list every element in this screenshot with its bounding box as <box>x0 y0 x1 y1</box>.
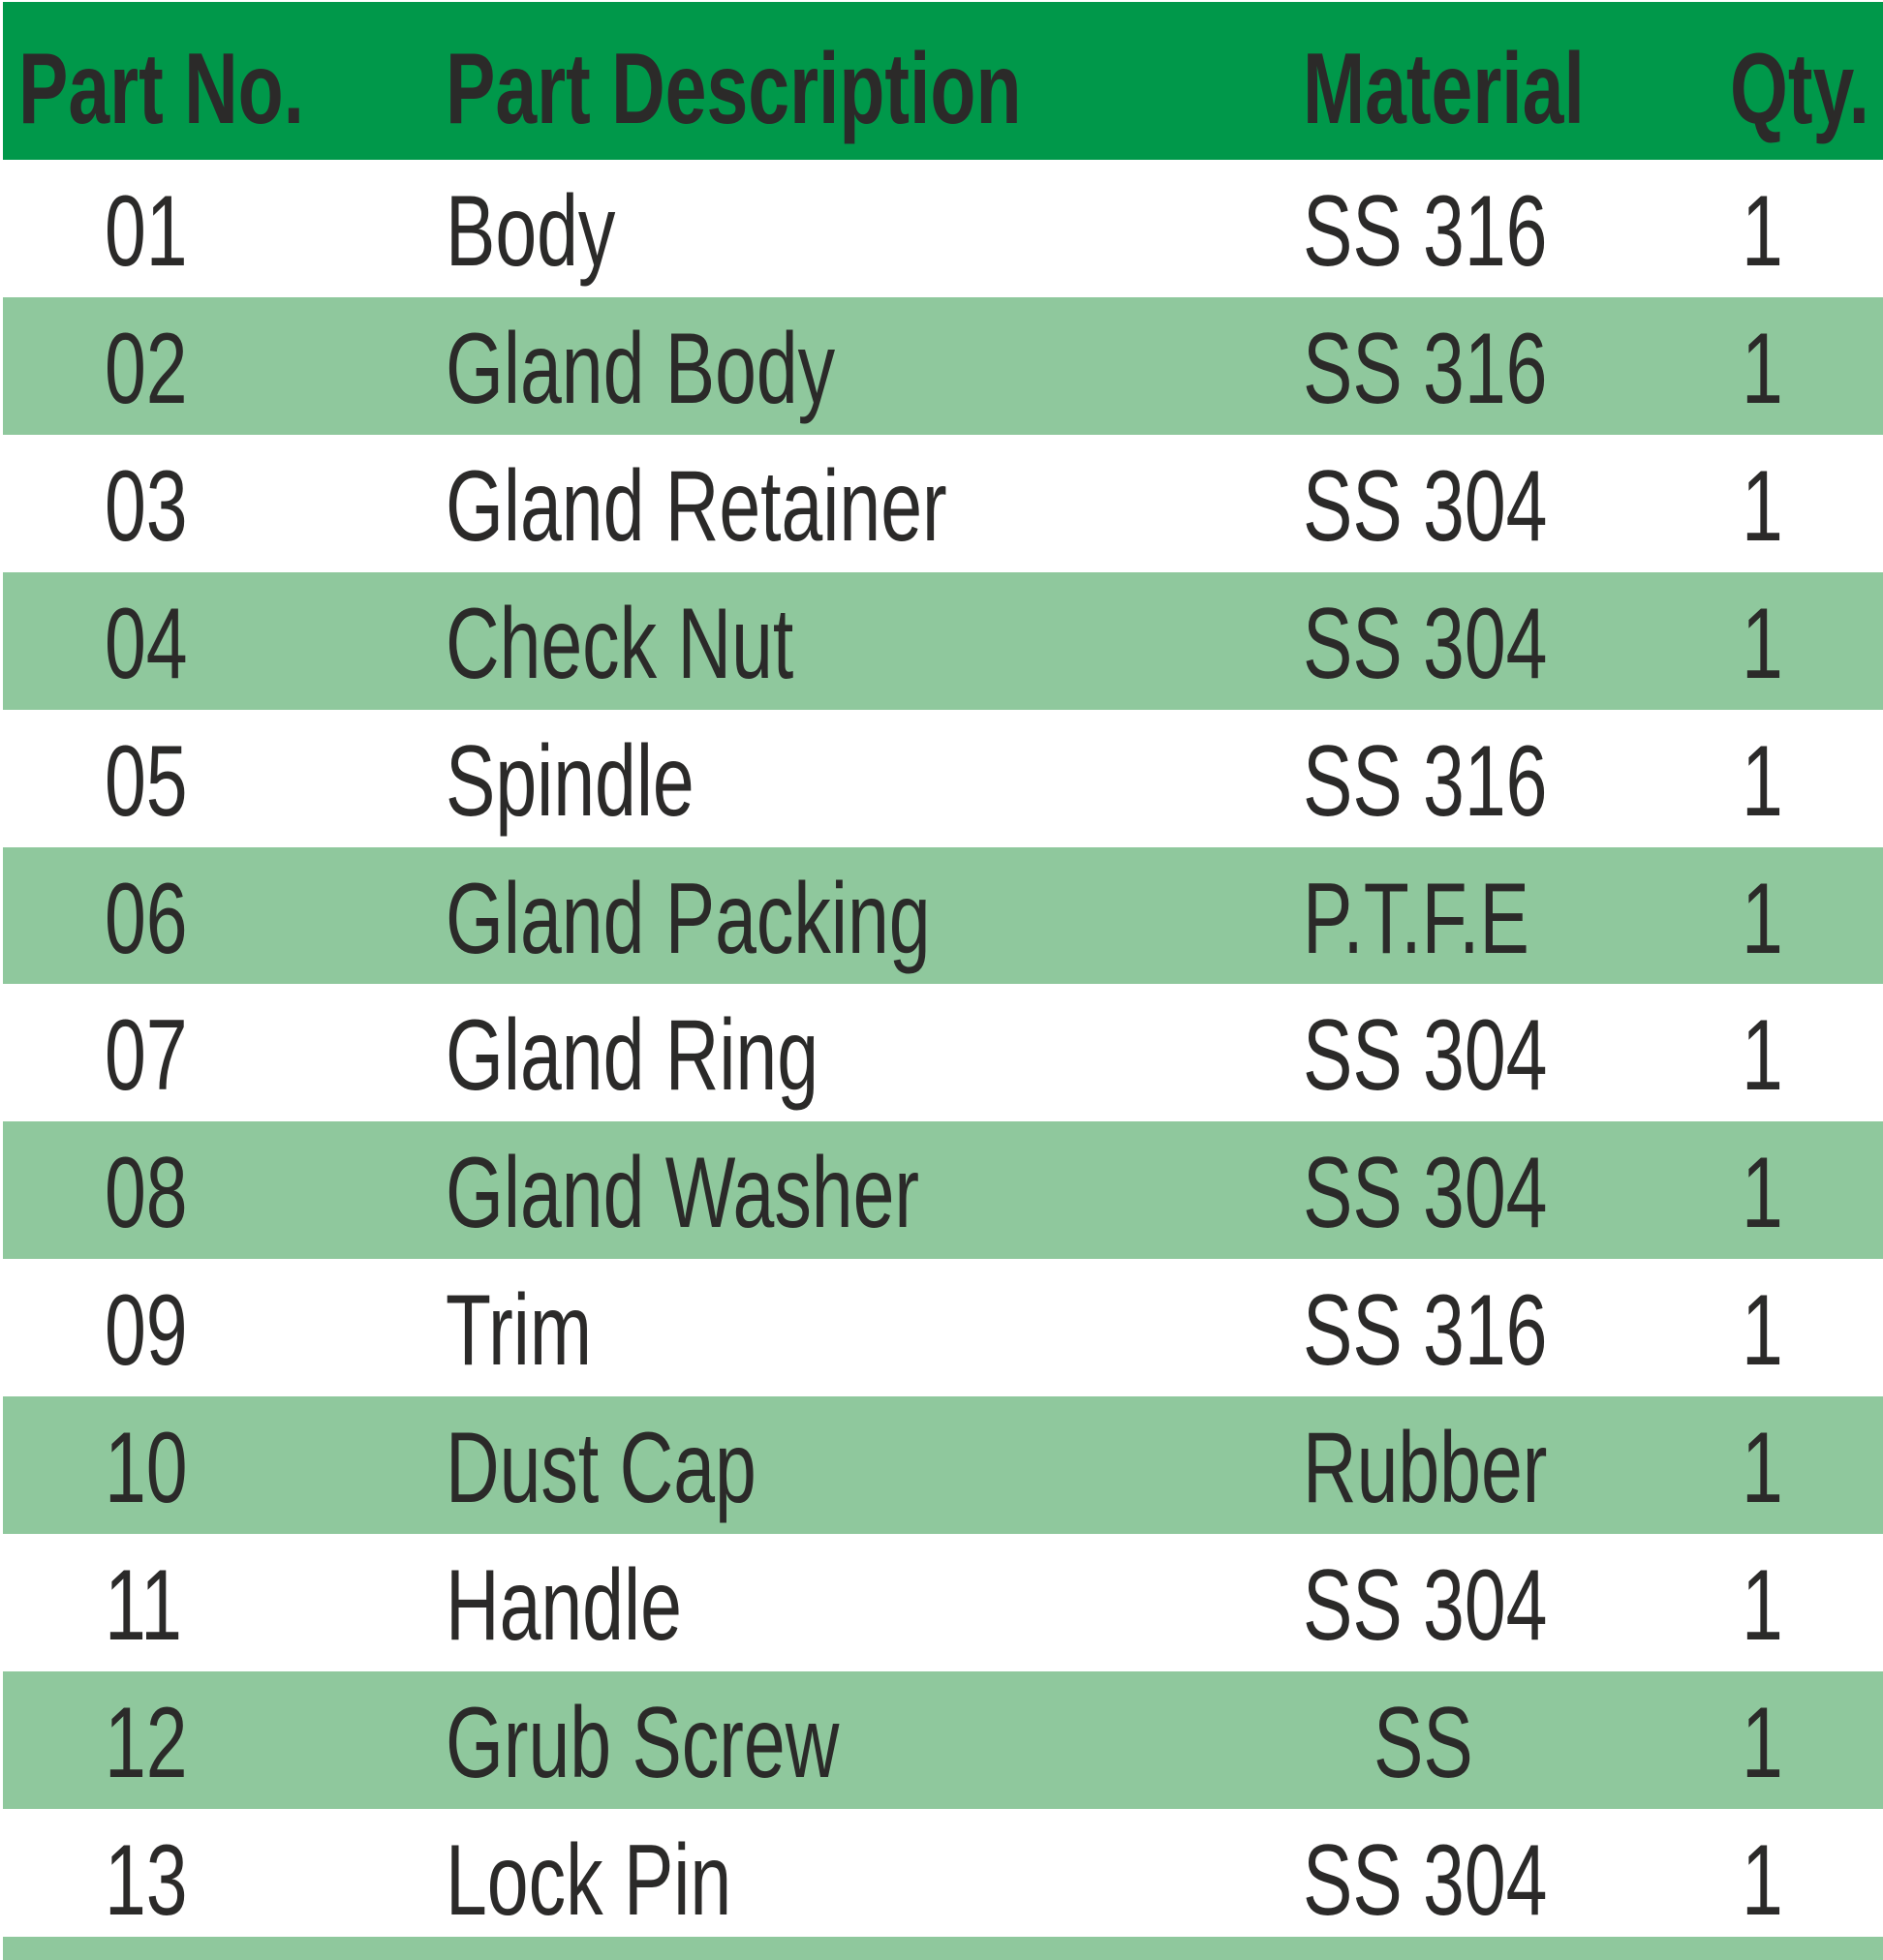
part-description: Gland Ring <box>446 999 819 1113</box>
material: SS 304 <box>1303 999 1548 1113</box>
header-material: Material <box>1303 33 1585 145</box>
table-row: 07 Gland Ring SS 304 1 <box>3 984 1883 1122</box>
table-row: 11 Handle SS 304 1 <box>3 1534 1883 1671</box>
part-number: 05 <box>105 724 188 838</box>
quantity: 1 <box>1742 587 1783 700</box>
quantity: 1 <box>1742 724 1783 838</box>
table-row: 13 Lock Pin SS 304 1 <box>3 1808 1883 1946</box>
table-row: 04 Check Nut SS 304 1 <box>3 571 1883 710</box>
part-description: Body <box>446 175 616 288</box>
bottom-stripe <box>3 1937 1883 1960</box>
quantity: 1 <box>1742 862 1783 975</box>
part-number: 12 <box>105 1686 188 1799</box>
quantity: 1 <box>1742 1412 1783 1525</box>
quantity: 1 <box>1742 1274 1783 1388</box>
quantity: 1 <box>1742 1137 1783 1250</box>
part-number: 04 <box>105 587 188 700</box>
quantity: 1 <box>1742 1823 1783 1937</box>
part-number: 07 <box>105 999 188 1113</box>
table-row: 03 Gland Retainer SS 304 1 <box>3 434 1883 572</box>
material: SS 304 <box>1303 449 1548 563</box>
part-number: 08 <box>105 1137 188 1250</box>
header-part-no: Part No. <box>18 33 305 145</box>
part-number: 11 <box>105 1549 182 1662</box>
part-description: Handle <box>446 1549 682 1662</box>
part-description: Gland Washer <box>446 1137 920 1250</box>
part-description: Dust Cap <box>446 1412 756 1525</box>
quantity: 1 <box>1742 1549 1783 1662</box>
part-number: 03 <box>105 449 188 563</box>
part-description: Gland Body <box>446 312 836 425</box>
quantity: 1 <box>1742 999 1783 1113</box>
table-row: 12 Grub Screw SS 1 <box>3 1670 1883 1809</box>
table-header: Part No. Part Description Material Qty. <box>3 2 1883 160</box>
table-row: 02 Gland Body SS 316 1 <box>3 296 1883 435</box>
part-number: 09 <box>105 1274 188 1388</box>
part-description: Check Nut <box>446 587 794 700</box>
material: SS 316 <box>1303 1274 1548 1388</box>
material: SS 304 <box>1303 1823 1548 1937</box>
table-row: 01 Body SS 316 1 <box>3 160 1883 297</box>
header-qty: Qty. <box>1730 33 1869 145</box>
table-row: 08 Gland Washer SS 304 1 <box>3 1121 1883 1260</box>
material: SS 304 <box>1303 1549 1548 1662</box>
part-description: Trim <box>446 1274 592 1388</box>
material: SS <box>1374 1686 1473 1799</box>
quantity: 1 <box>1742 1686 1783 1799</box>
table-row: 09 Trim SS 316 1 <box>3 1259 1883 1397</box>
table-row: 10 Dust Cap Rubber 1 <box>3 1396 1883 1535</box>
quantity: 1 <box>1742 449 1783 563</box>
table-row: 05 Spindle SS 316 1 <box>3 709 1883 847</box>
material: P.T.F.E <box>1303 862 1529 975</box>
table-row: 06 Gland Packing P.T.F.E 1 <box>3 846 1883 985</box>
part-description: Gland Retainer <box>446 449 947 563</box>
part-description: Grub Screw <box>446 1686 840 1799</box>
quantity: 1 <box>1742 312 1783 425</box>
material: SS 304 <box>1303 587 1548 700</box>
quantity: 1 <box>1742 175 1783 288</box>
material: SS 316 <box>1303 312 1548 425</box>
part-description: Spindle <box>446 724 695 838</box>
part-number: 13 <box>105 1823 188 1937</box>
part-number: 01 <box>105 175 188 288</box>
part-description: Lock Pin <box>446 1823 732 1937</box>
part-number: 10 <box>105 1412 188 1525</box>
part-number: 02 <box>105 312 188 425</box>
part-number: 06 <box>105 862 188 975</box>
material: Rubber <box>1303 1412 1548 1525</box>
material: SS 316 <box>1303 724 1548 838</box>
material: SS 316 <box>1303 175 1548 288</box>
header-description: Part Description <box>446 33 1022 145</box>
part-description: Gland Packing <box>446 862 931 975</box>
material: SS 304 <box>1303 1137 1548 1250</box>
